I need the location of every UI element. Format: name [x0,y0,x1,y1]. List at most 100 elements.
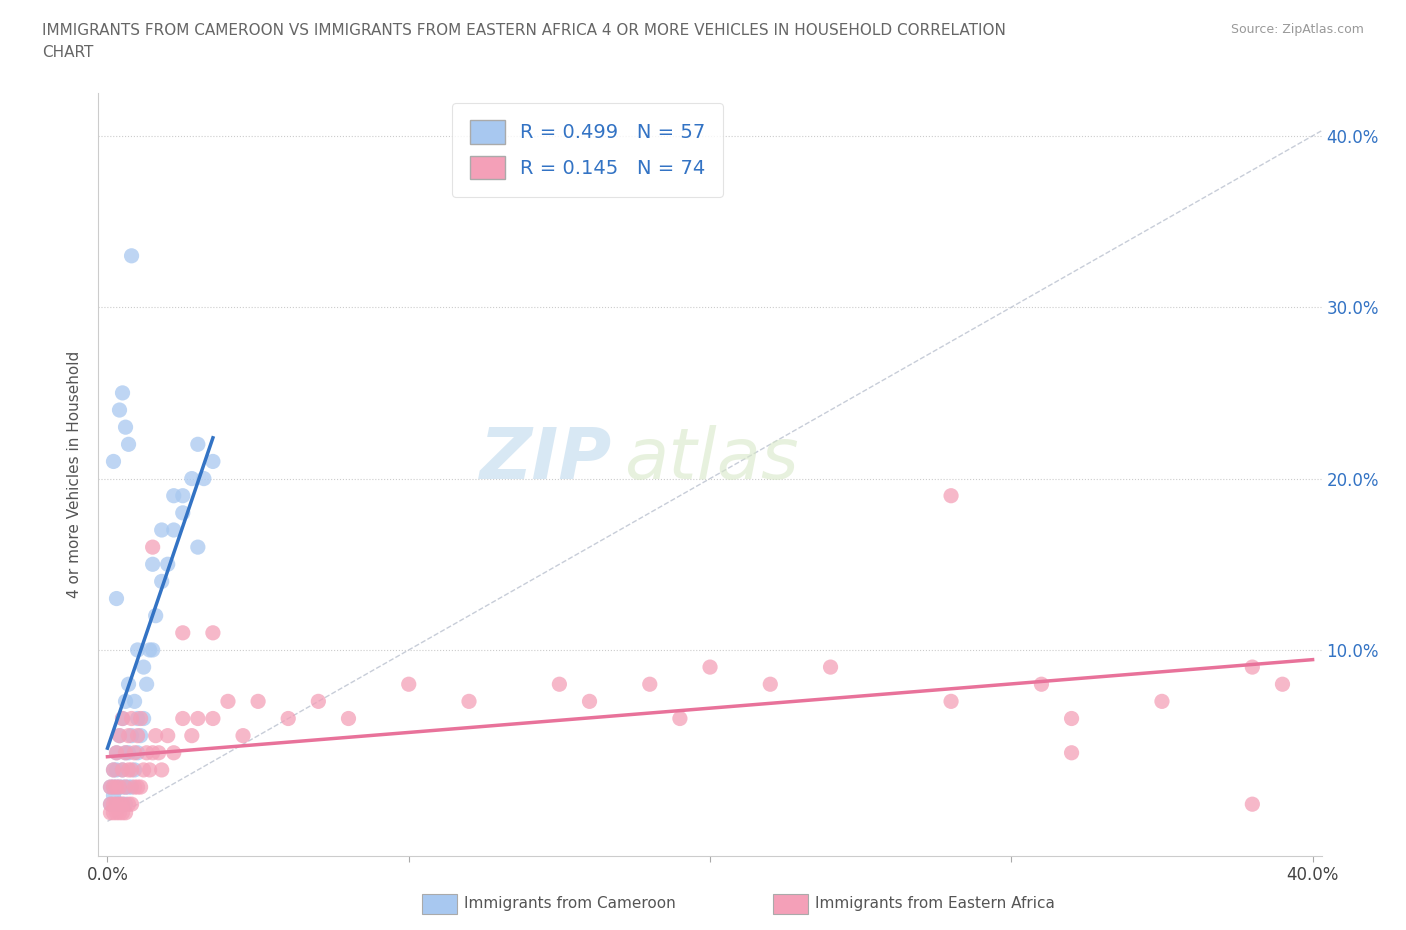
Point [759,677,782,692]
Point [138,643,160,658]
Text: CHART: CHART [42,45,94,60]
Point [132,763,155,777]
Point [117,779,139,794]
Point [124,763,146,777]
Point [129,711,152,726]
Point [111,797,134,812]
Point [638,677,661,692]
Point [145,728,167,743]
Point [108,797,131,812]
Point [217,694,239,709]
Point [108,728,131,743]
Point [129,779,152,794]
Point [121,763,143,777]
Point [145,608,167,623]
Point [117,437,139,452]
Point [100,779,122,794]
Point [939,488,962,503]
Point [187,539,209,554]
Point [111,763,134,777]
Point [142,557,165,572]
Point [111,797,134,812]
Point [111,711,134,726]
Point [337,711,360,726]
Point [111,763,134,777]
Point [114,797,136,812]
Point [105,745,128,760]
Point [117,745,139,760]
Point [132,711,155,726]
Point [103,763,125,777]
Point [105,779,128,794]
Point [127,728,149,743]
Point [180,472,202,486]
Point [699,659,721,674]
Point [127,779,149,794]
Point [201,711,224,726]
Point [124,779,146,794]
Point [121,711,143,726]
Point [129,728,152,743]
Point [108,728,131,743]
Point [307,694,329,709]
Point [458,694,481,709]
Point [201,625,224,640]
Point [156,557,179,572]
Point [111,779,134,794]
Point [103,779,125,794]
Point [121,728,143,743]
Point [1241,659,1264,674]
Point [939,694,962,709]
Point [121,248,143,263]
Point [111,805,134,820]
Point [105,591,128,606]
Point [108,805,131,820]
Point [127,711,149,726]
Point [232,728,254,743]
Point [163,745,186,760]
Point [150,763,173,777]
Point [108,403,131,418]
Point [108,779,131,794]
Point [138,763,160,777]
Point [114,805,136,820]
Point [156,728,179,743]
Point [100,779,122,794]
Point [124,694,146,709]
Point [100,797,122,812]
Point [103,789,125,804]
Point [114,745,136,760]
Point [105,797,128,812]
Text: IMMIGRANTS FROM CAMEROON VS IMMIGRANTS FROM EASTERN AFRICA 4 OR MORE VEHICLES IN: IMMIGRANTS FROM CAMEROON VS IMMIGRANTS F… [42,23,1007,38]
Point [124,745,146,760]
Point [103,797,125,812]
Point [398,677,420,692]
Point [1241,797,1264,812]
Point [1150,694,1173,709]
Point [142,745,165,760]
Point [117,763,139,777]
Point [108,779,131,794]
Point [103,779,125,794]
Point [103,454,125,469]
Point [114,745,136,760]
Point [172,711,194,726]
Point [114,694,136,709]
Legend: R = 0.499   N = 57, R = 0.145   N = 74: R = 0.499 N = 57, R = 0.145 N = 74 [453,102,723,197]
Point [127,643,149,658]
Text: Immigrants from Cameroon: Immigrants from Cameroon [464,897,676,911]
Y-axis label: 4 or more Vehicles in Household: 4 or more Vehicles in Household [67,351,83,598]
Point [187,711,209,726]
Point [135,745,157,760]
Point [105,779,128,794]
Point [150,574,173,589]
Point [163,523,186,538]
Text: ZIP: ZIP [479,425,612,494]
Point [277,711,299,726]
Point [105,745,128,760]
Point [548,677,571,692]
Point [100,797,122,812]
Point [1060,745,1083,760]
Point [669,711,692,726]
Point [121,797,143,812]
